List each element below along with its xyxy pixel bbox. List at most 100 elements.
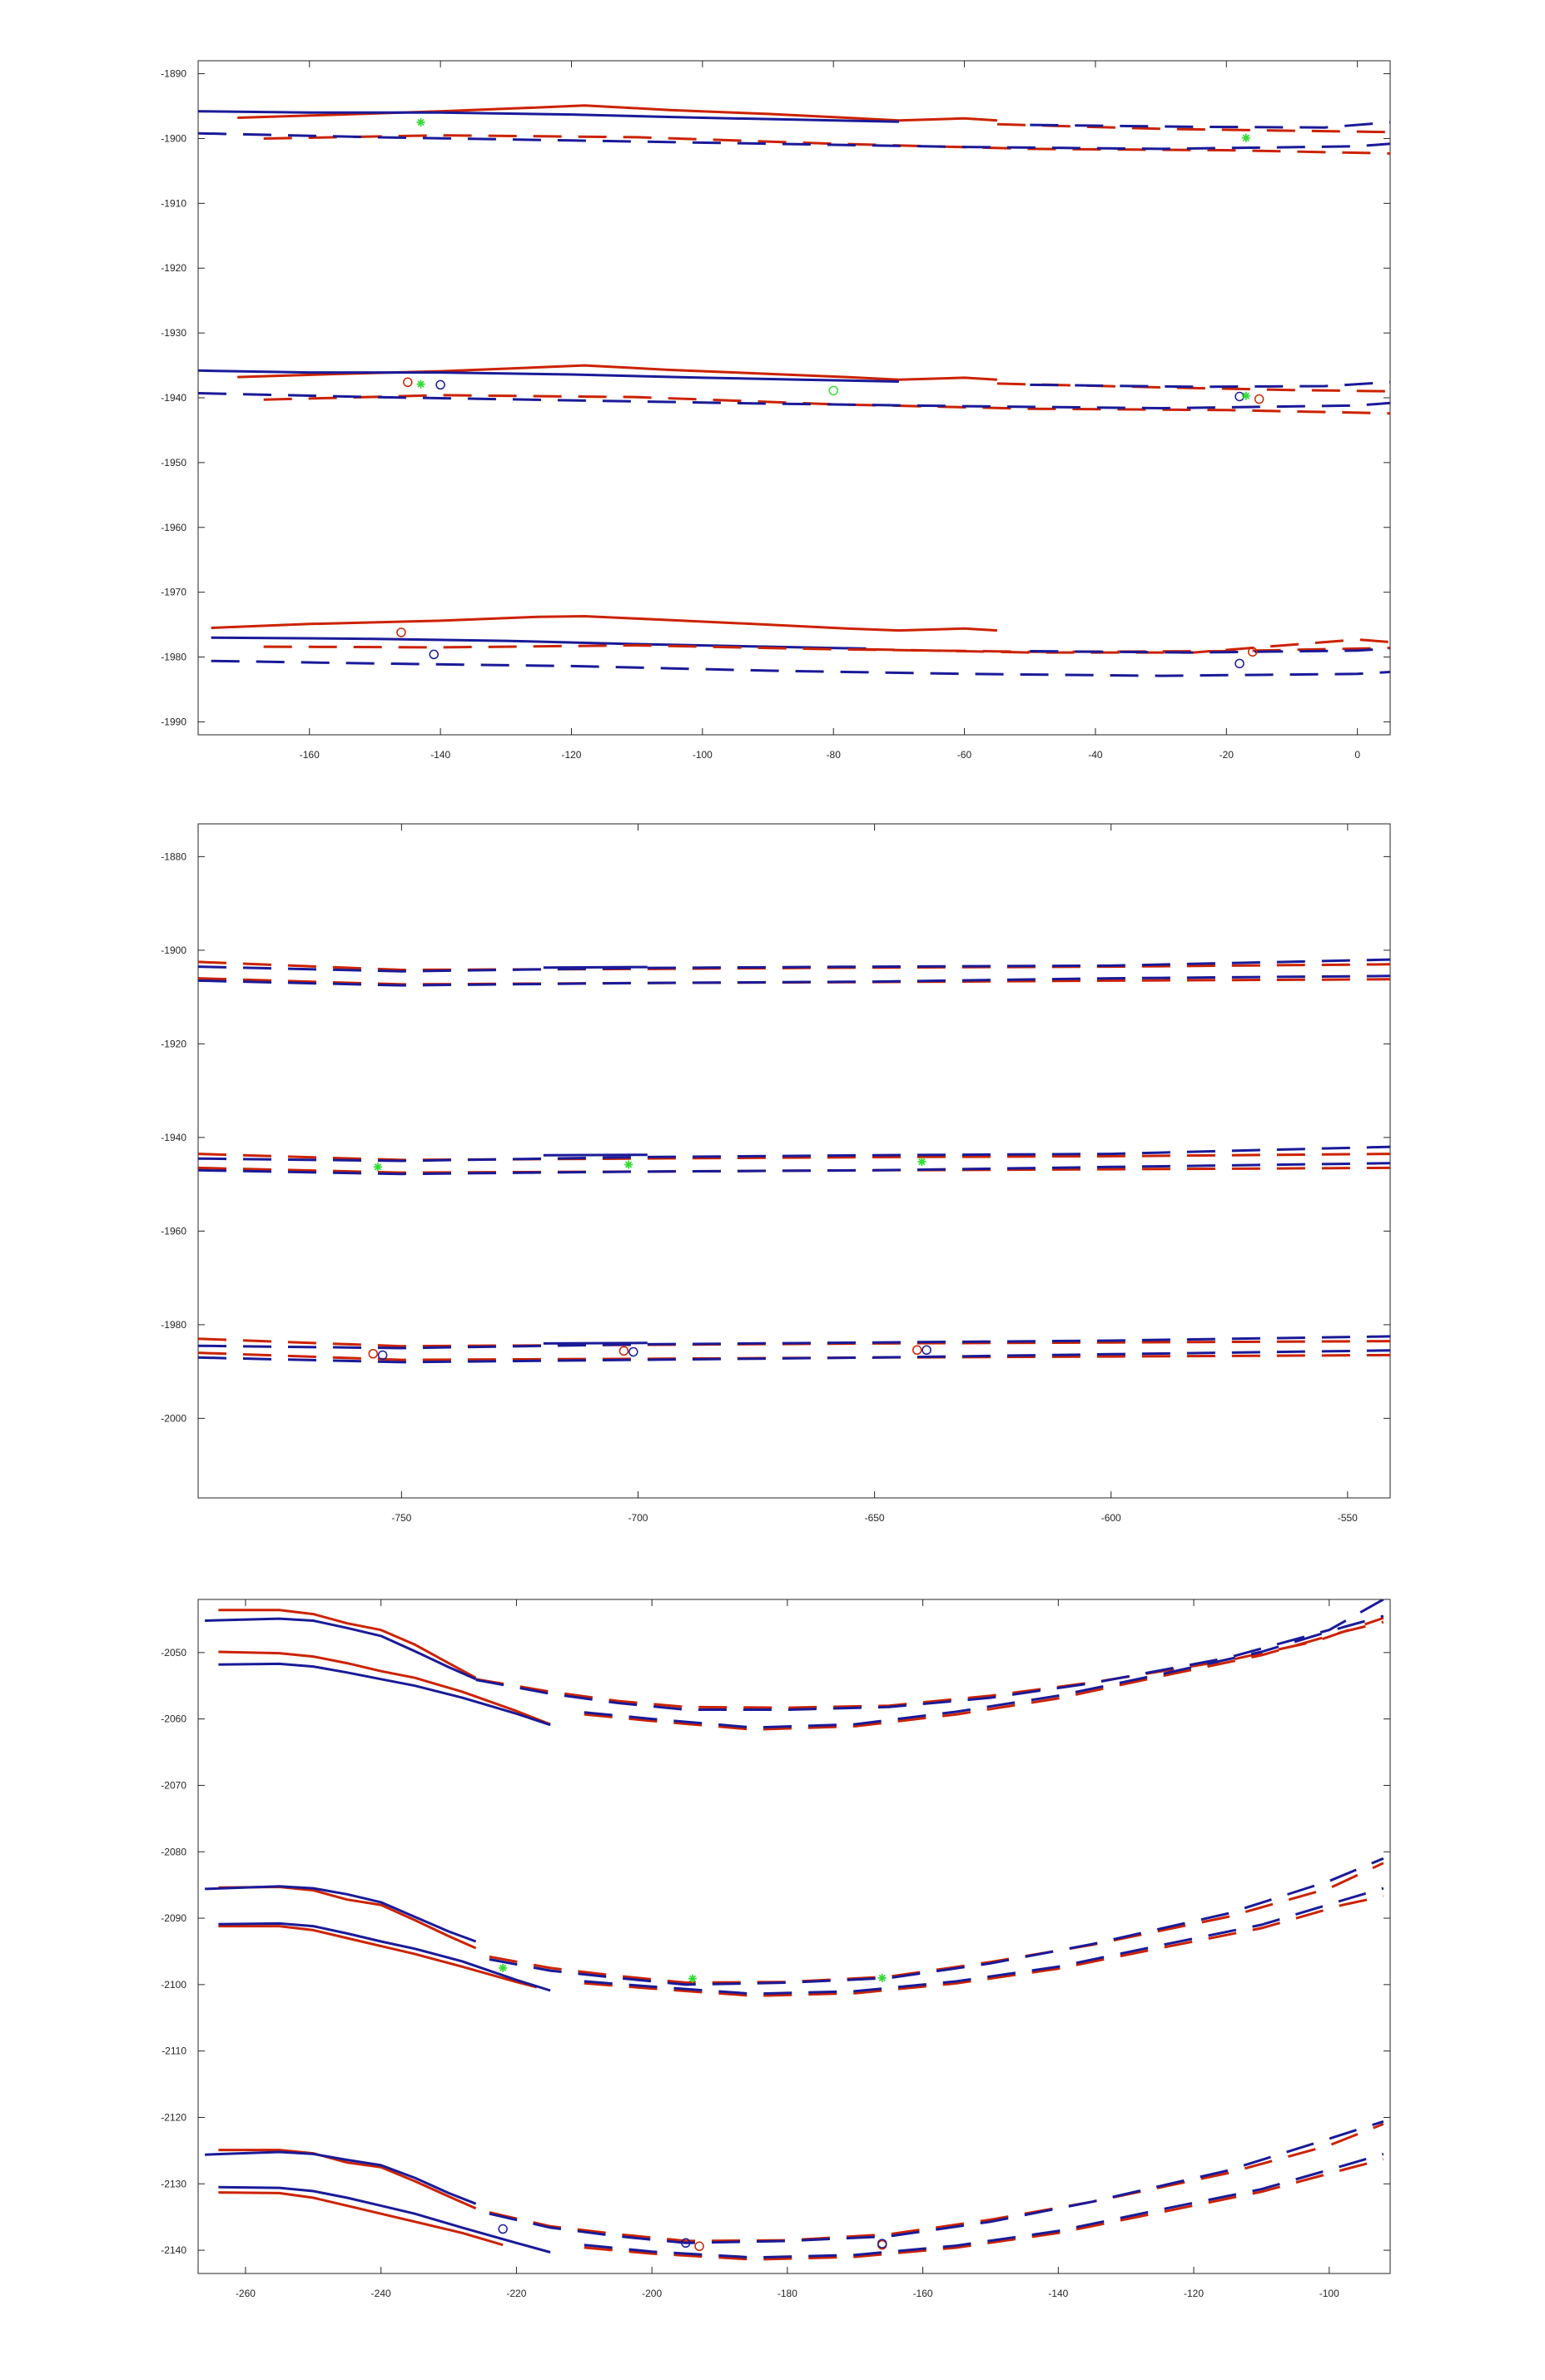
green-circle-marker [828,385,838,396]
x-tick-label: 0 [1354,749,1360,761]
blue-circle-marker [681,2238,691,2249]
red-circle-marker [368,1349,379,1359]
red-dashed-series-line [489,1862,1384,1984]
plot-area [198,958,1390,1364]
red-dashed-series-line [584,1895,1384,1997]
blue-dashed-series-line [198,958,1390,973]
red-circle-marker [618,1346,629,1356]
x-tick-label: -160 [300,749,320,761]
red-dashed-series-line [996,122,1390,134]
blue-circle-marker [628,1346,638,1357]
x-tick-label: -260 [236,2288,256,2299]
y-tick-label: -2090 [161,1912,186,1924]
plot-area [198,104,1390,677]
y-tick-label: -2050 [161,1647,186,1659]
red-circle-marker [1254,394,1264,404]
x-tick-label: -220 [506,2288,526,2299]
panel-1: -160 -140 -120 -100 -80 -60 -40 -20 0 -1890 -1900 -… [161,60,1391,761]
x-tick-label: -40 [1088,749,1103,761]
x-tick-label: -650 [865,1512,885,1524]
y-tick-label: -1900 [161,132,186,144]
red-circle-marker [396,627,406,637]
x-tick-label: -240 [371,2288,391,2299]
green-star-marker [416,117,425,126]
red-dashed-series-line [198,1153,1390,1162]
red-dashed-series-line [866,638,1390,654]
blue-solid-series-line [205,1617,477,1681]
axes-box [197,1599,1391,2274]
y-tick-label: -2110 [161,2045,186,2057]
green-star-marker [373,1163,382,1172]
y-tick-label: -1960 [161,1225,186,1237]
green-star-marker [1241,391,1250,400]
y-tick-label: -1990 [161,716,186,727]
red-circle-marker [1248,647,1258,657]
blue-solid-series-line [218,1662,551,1727]
blue-solid-series-line [543,1153,648,1157]
y-tick-label: -2000 [161,1412,186,1424]
blue-dashed-series-line [475,1599,1384,1711]
blue-circle-marker [429,649,440,660]
blue-dashed-series-line [584,1614,1384,1729]
red-circle-marker [694,2241,704,2252]
blue-dashed-series-line [211,659,1390,677]
red-circle-marker [912,1345,922,1355]
y-tick-label: -2060 [161,1713,186,1725]
y-tick-label: -1920 [161,1038,186,1049]
blue-circle-marker [877,2239,887,2249]
y-tick-label: -1880 [161,850,186,862]
blue-circle-marker [377,1350,388,1361]
y-tick-label: -1920 [161,262,186,274]
y-tick-label: -1940 [161,1132,186,1143]
blue-dashed-series-line [1030,380,1390,389]
red-solid-series-line [218,1609,477,1679]
green-star-marker [416,379,425,389]
green-star-marker [688,1974,697,1983]
x-tick-label: -100 [1319,2288,1339,2299]
y-tick-label: -1900 [161,945,186,956]
red-solid-series-line [211,615,997,632]
blue-dashed-series-line [1030,647,1390,654]
red-dashed-series-line [996,382,1390,393]
blue-solid-series-line [218,1921,551,1992]
y-tick-label: -1980 [161,652,186,663]
red-solid-series-line [218,1650,551,1726]
x-tick-label: -120 [561,749,581,761]
y-tick-label: -1970 [161,587,186,598]
red-solid-series-line [218,1925,538,1989]
blue-solid-series-line [218,2185,551,2254]
blue-dashed-series-line [198,1145,1390,1163]
x-tick-label: -140 [1048,2288,1068,2299]
green-star-marker [917,1158,927,1167]
red-circle-marker [403,377,413,388]
blue-circle-marker [922,1345,931,1355]
blue-dashed-series-line [489,2120,1384,2244]
blue-circle-marker [1235,658,1244,669]
blue-dashed-series-line [584,1887,1384,1996]
blue-circle-marker [435,379,445,390]
y-tick-label: -1960 [161,522,186,533]
blue-dashed-series-line [198,131,1390,151]
blue-dashed-series-line [198,1162,1390,1176]
blue-solid-series-line [211,636,867,650]
blue-solid-series-line [205,1885,477,1943]
green-star-marker [877,1973,887,1982]
y-tick-label: -1950 [161,457,186,469]
blue-circle-marker [498,2224,508,2234]
red-dashed-series-line [263,394,1390,415]
x-tick-label: -200 [642,2288,662,2299]
x-tick-label: -700 [628,1512,648,1524]
blue-solid-series-line [543,965,648,969]
green-star-marker [624,1160,633,1169]
blue-dashed-series-line [489,1857,1384,1986]
y-tick-label: -1980 [161,1319,186,1331]
blue-dashed-series-line [198,1349,1390,1364]
blue-dashed-series-line [584,2152,1384,2259]
x-tick-label: -160 [913,2288,933,2299]
red-dashed-series-line [584,2158,1384,2261]
x-tick-label: -750 [391,1512,411,1524]
blue-dashed-series-line [198,392,1390,409]
x-tick-label: -180 [777,2288,797,2299]
panel-2: -750 -700 -650 -600 -550 -1880 -1900 -1920 -1940… [161,823,1391,1524]
green-star-marker [499,1963,508,1972]
